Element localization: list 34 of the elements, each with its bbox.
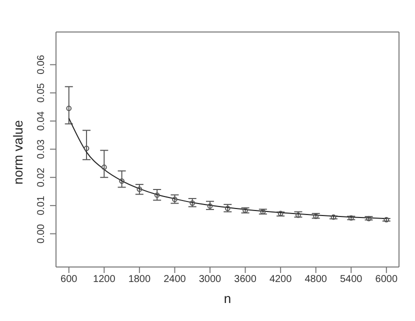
y-tick-label: 0.04 bbox=[36, 110, 47, 131]
point bbox=[224, 206, 230, 212]
x-tick-label: 6000 bbox=[375, 274, 398, 286]
point bbox=[190, 200, 196, 206]
point bbox=[260, 209, 266, 214]
x-tick-label: 5400 bbox=[340, 274, 363, 286]
point bbox=[348, 215, 354, 221]
x-tick-label: 3000 bbox=[198, 274, 222, 286]
y-tick-label: 0.00 bbox=[36, 224, 47, 244]
x-tick-label: 4800 bbox=[304, 274, 328, 286]
x-tick-label: 1800 bbox=[128, 274, 151, 286]
x-tick-label: 600 bbox=[60, 274, 78, 286]
point bbox=[119, 178, 124, 184]
y-axis-title: norm value bbox=[10, 120, 26, 184]
y-tick-label: 0.05 bbox=[36, 82, 47, 103]
point bbox=[66, 106, 72, 112]
point bbox=[207, 203, 213, 209]
y-tick-label: 0.02 bbox=[36, 167, 47, 188]
x-tick-label: 1200 bbox=[93, 274, 116, 286]
point bbox=[101, 164, 107, 170]
y-tick-label: 0.01 bbox=[36, 195, 47, 216]
x-tick-label: 2400 bbox=[164, 274, 186, 286]
x-tick-label: 3600 bbox=[234, 274, 257, 286]
point bbox=[330, 214, 336, 220]
x-tick-label: 4200 bbox=[269, 274, 292, 286]
y-tick-label: 0.06 bbox=[36, 54, 47, 74]
x-axis-title: n bbox=[224, 291, 232, 306]
point bbox=[84, 146, 90, 152]
point bbox=[313, 214, 319, 219]
point bbox=[384, 216, 390, 222]
point bbox=[172, 196, 178, 202]
y-tick-label: 0.03 bbox=[36, 139, 47, 159]
point bbox=[154, 192, 160, 198]
point bbox=[136, 186, 142, 192]
